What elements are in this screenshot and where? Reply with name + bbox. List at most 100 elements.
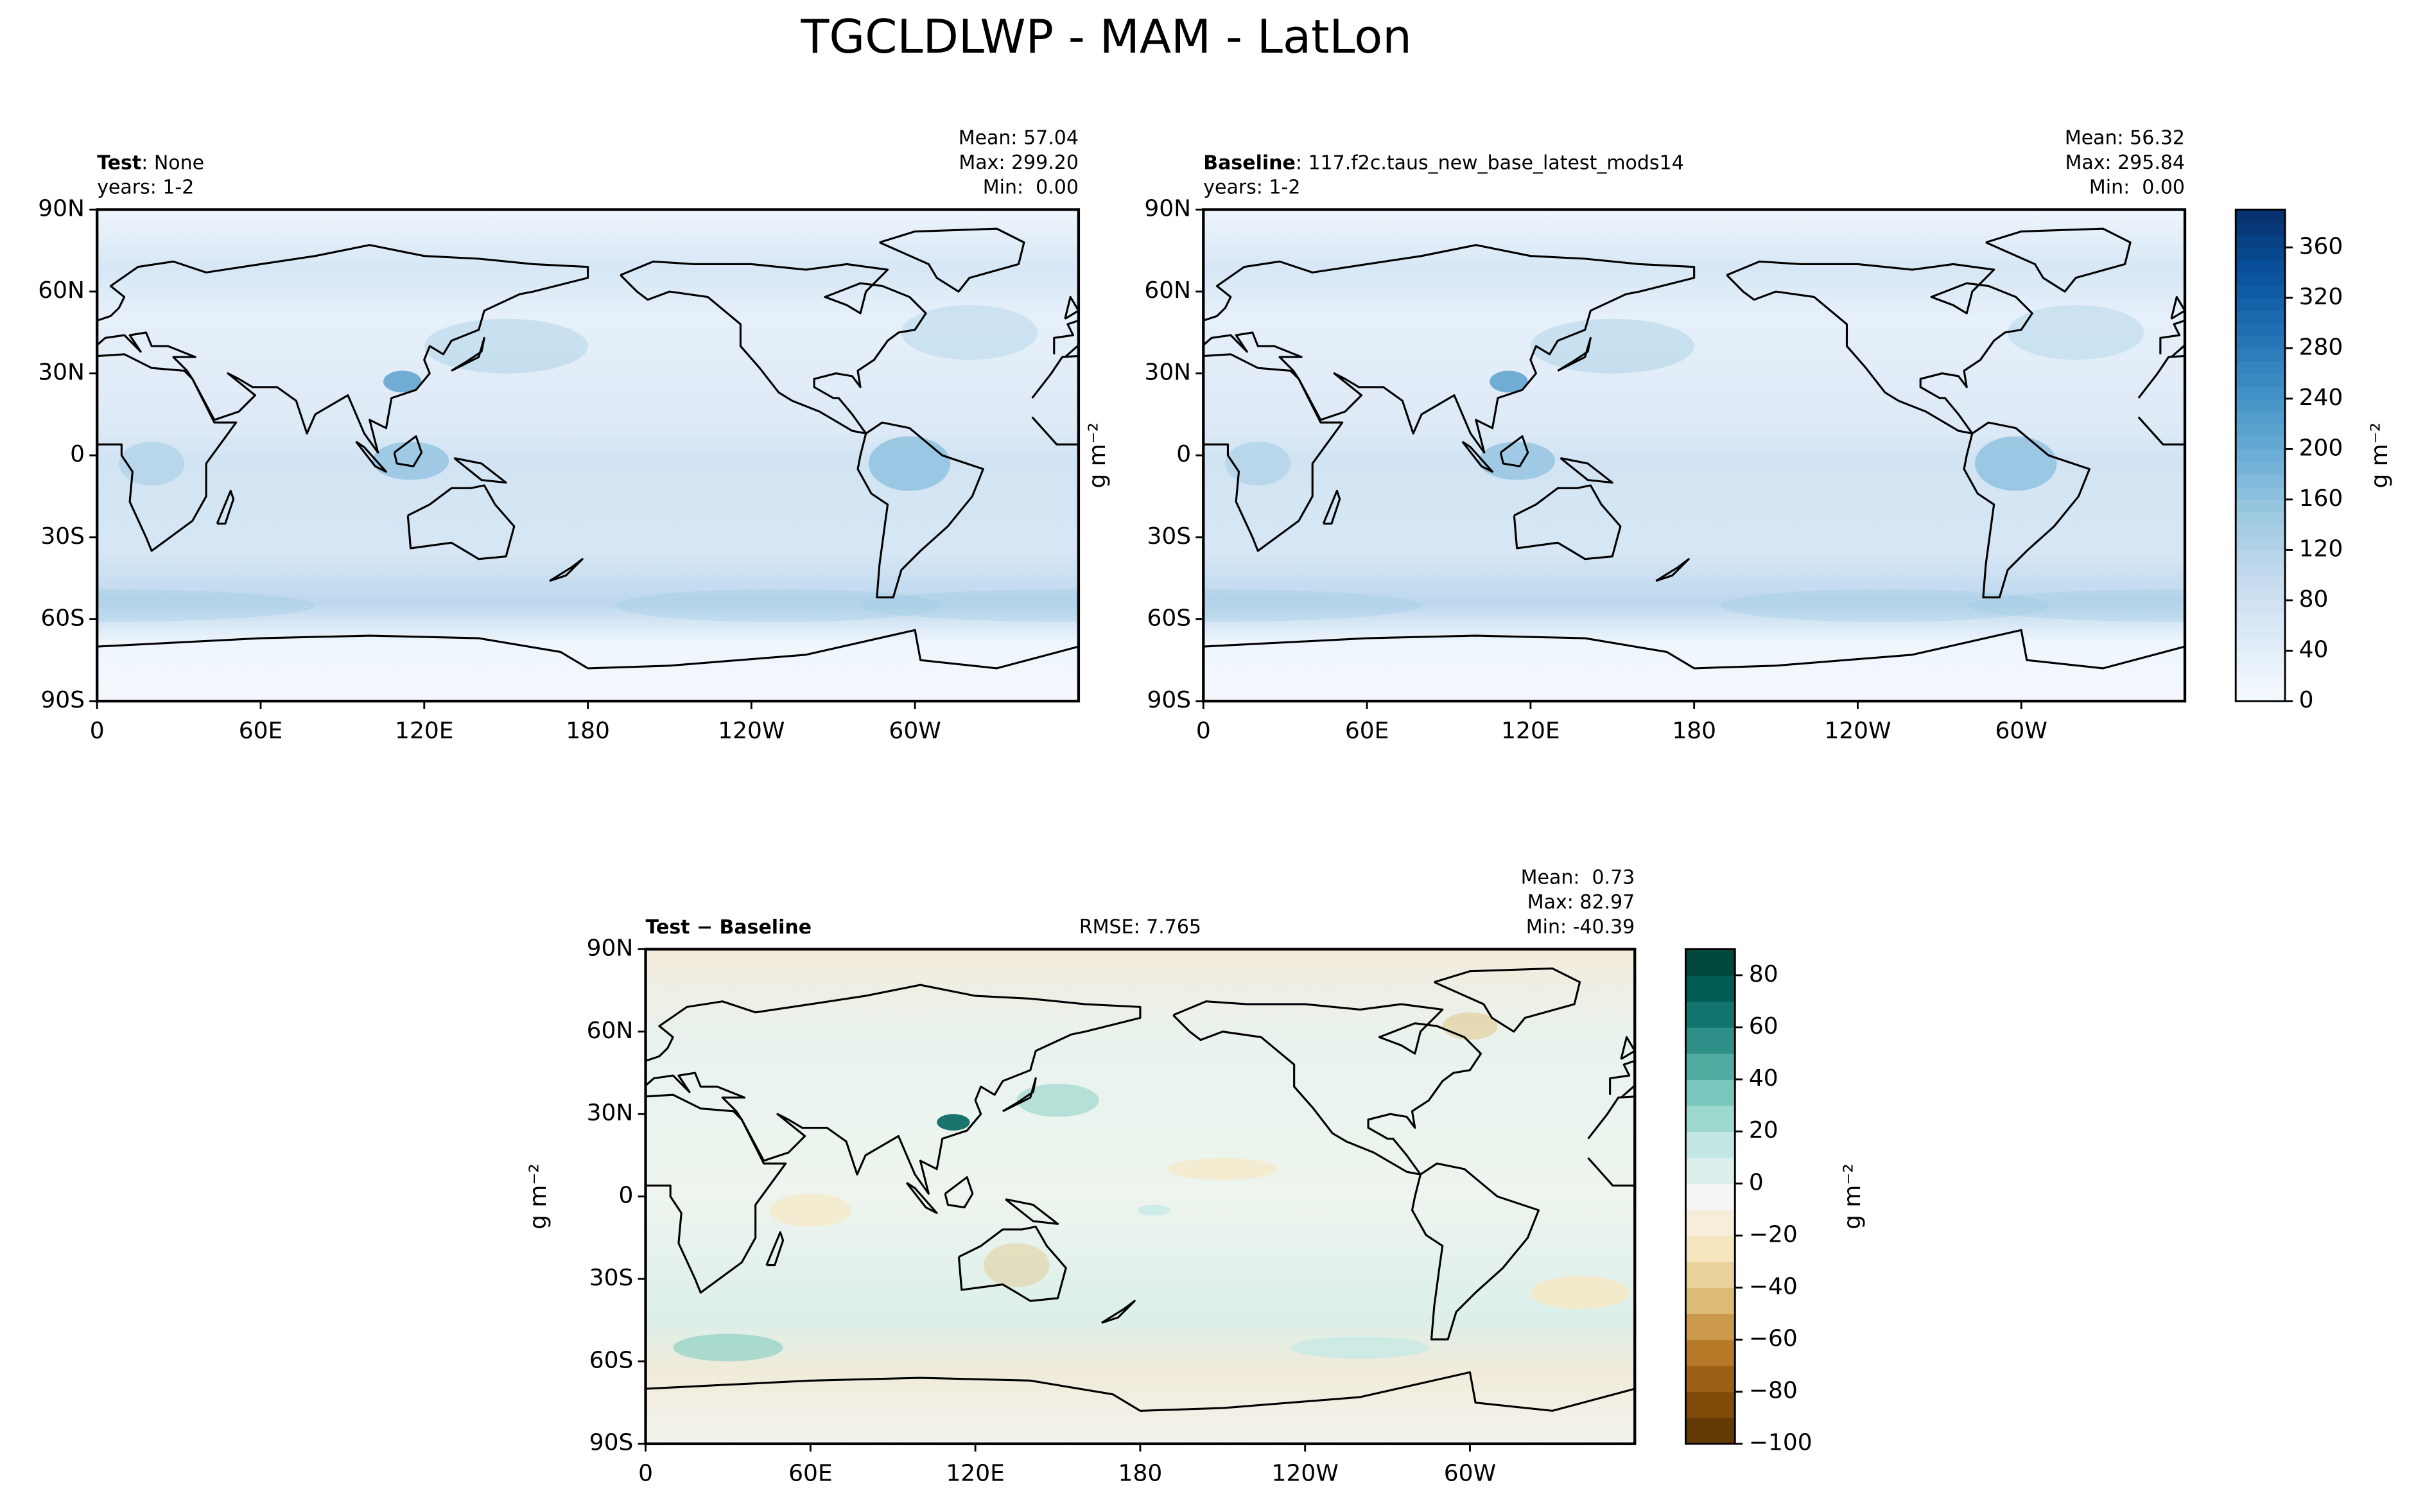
y-tick-label: 90N — [587, 935, 634, 961]
coastline — [1896, 1183, 1926, 1213]
x-tick-label: 120E — [1501, 718, 1560, 744]
y-tick-label: 90S — [40, 687, 85, 713]
coastline — [393, 435, 423, 467]
y-tick-label: 0 — [618, 1183, 633, 1209]
panel-title: Test − Baseline — [646, 916, 812, 938]
colorbar-segment — [1685, 1314, 1735, 1341]
x-tick-label: 0 — [638, 1461, 653, 1487]
field-patch — [868, 436, 951, 491]
colorbar-tick-label: 360 — [2299, 233, 2343, 259]
coastline — [1461, 440, 1494, 473]
field-patch — [453, 1012, 508, 1040]
colorbar-tick-label: 320 — [2299, 284, 2343, 310]
panel-title: Test: None — [97, 152, 204, 174]
colorbar-tick-label: 20 — [1749, 1117, 1778, 1143]
x-tick-label: 60W — [1444, 1461, 1496, 1487]
x-tick-label: 60W — [889, 718, 941, 744]
coastline — [1694, 629, 2186, 670]
panel-stat: Min: -40.39 — [1526, 916, 1635, 938]
coastline — [645, 1048, 647, 1052]
panel-stat: Max: 82.97 — [1527, 891, 1635, 914]
colorbar-segment — [2236, 600, 2286, 614]
colorbar-tick-label: 280 — [2299, 334, 2343, 360]
colorbar-segment — [2236, 487, 2286, 500]
colorbar-segment — [2236, 310, 2286, 324]
panel-title: Baseline: 117.f2c.taus_new_base_latest_m… — [1203, 152, 1683, 174]
coastline — [645, 984, 1142, 1195]
colorbar-segment — [2236, 323, 2286, 336]
y-tick-label: 90N — [1144, 195, 1191, 222]
colorbar-tick-label: −40 — [1749, 1273, 1798, 1299]
y-tick-label: 60S — [40, 605, 85, 631]
field-patch — [1203, 589, 1421, 622]
coastline — [2091, 1301, 2124, 1323]
colorbar-segment — [2236, 398, 2286, 412]
panel-stat: Max: 295.84 — [2065, 152, 2185, 174]
panel-years: years: 1-2 — [97, 176, 194, 198]
coastline — [1203, 634, 1695, 670]
colorbar-segment — [2236, 663, 2286, 677]
colorbar-segment — [1685, 1391, 1735, 1418]
map-field — [148, 949, 2124, 1444]
colorbar-tick-label: −20 — [1749, 1221, 1798, 1247]
colorbar-segment — [2236, 297, 2286, 311]
colorbar-segment — [2236, 512, 2286, 525]
x-tick-label: 60W — [1995, 718, 2047, 744]
field-patch — [1137, 1204, 1170, 1216]
colorbar-segment — [2236, 462, 2286, 475]
y-tick-label: 90S — [1147, 687, 1191, 713]
field-patch — [372, 441, 449, 480]
panel-name: : 117.f2c.taus_new_base_latest_mods14 — [1296, 152, 1684, 174]
y-tick-label: 60S — [1147, 605, 1191, 631]
field-patch — [1442, 1012, 1498, 1040]
colorbar-tick-label: 120 — [2299, 535, 2343, 562]
field-patch — [1016, 1084, 1099, 1117]
field-patch — [148, 1204, 181, 1215]
coastline — [1655, 558, 1690, 582]
colorbar-segment — [2236, 525, 2286, 538]
x-tick-label: 180 — [1118, 1461, 1163, 1487]
panel-stat: Max: 299.20 — [959, 152, 1079, 174]
coastline — [1172, 1000, 1482, 1176]
coastline — [645, 1377, 1141, 1412]
y-tick-label: 60N — [38, 277, 85, 304]
field-patch — [1975, 436, 2057, 491]
coastline — [1513, 484, 1622, 560]
colorbar-segment — [2236, 562, 2286, 576]
colorbar-tick-label: −60 — [1749, 1326, 1798, 1352]
coastline — [587, 629, 1079, 670]
panel-name: : None — [141, 152, 204, 174]
colorbar-segment — [2236, 411, 2286, 424]
map-field — [0, 209, 1079, 702]
coastline — [1992, 1078, 2025, 1111]
field-patch — [1530, 1276, 1629, 1310]
panel-stat: Mean: 0.73 — [1521, 866, 1635, 889]
x-tick-label: 60E — [788, 1461, 833, 1487]
field-patch — [178, 1158, 288, 1180]
coastline — [1499, 435, 1529, 467]
coastline — [1203, 308, 1204, 312]
coastline — [957, 1226, 1067, 1302]
colorbar-segment — [2236, 587, 2286, 601]
colorbar-segment — [2236, 613, 2286, 626]
y-tick-label: 60N — [1144, 277, 1191, 304]
colorbar-segment — [2236, 650, 2286, 664]
colorbar-label: g m⁻² — [1839, 1163, 1866, 1230]
y-tick-label: 30N — [587, 1100, 634, 1126]
colorbar-segment — [1685, 975, 1735, 1002]
x-tick-label: 120W — [1824, 718, 1891, 744]
coastline — [0, 229, 42, 291]
coastline — [549, 558, 584, 582]
panel-label: Baseline — [1203, 152, 1296, 174]
colorbar-segment — [2236, 386, 2286, 399]
panel-label: Test − Baseline — [646, 916, 812, 938]
colorbar-label: g m⁻² — [2367, 422, 2393, 489]
coastline — [879, 227, 1025, 293]
y-tick-label: 30S — [1147, 523, 1191, 550]
panel-years: years: 1-2 — [1203, 176, 1300, 198]
panel-stat: Min: 0.00 — [983, 176, 1079, 198]
colorbar-segment — [2236, 474, 2286, 488]
colorbar-segment — [2236, 537, 2286, 551]
coastline — [355, 440, 387, 473]
